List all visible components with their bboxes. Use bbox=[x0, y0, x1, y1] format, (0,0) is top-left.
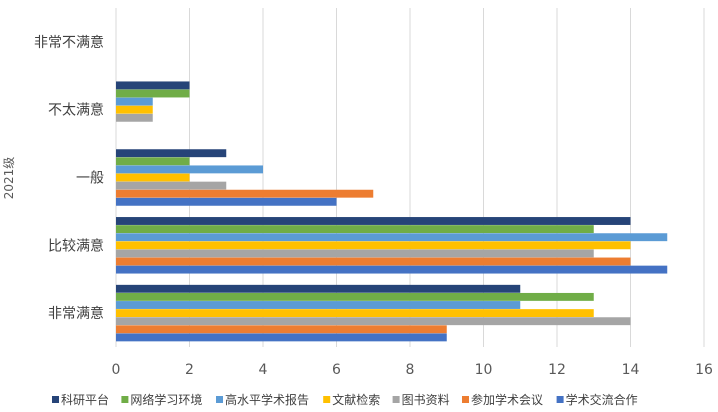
bar bbox=[116, 241, 631, 250]
x-tick-label: 12 bbox=[548, 362, 566, 378]
x-tick-label: 6 bbox=[332, 362, 341, 378]
bar bbox=[116, 309, 594, 318]
x-tick-label: 14 bbox=[622, 362, 640, 378]
category-labels: 非常满意 比较满意 一般 不太满意 非常不满意 bbox=[34, 34, 104, 322]
bar bbox=[116, 217, 631, 225]
bar bbox=[116, 249, 594, 258]
bar bbox=[116, 225, 594, 234]
bar bbox=[116, 105, 153, 114]
x-tick-label: 4 bbox=[259, 362, 268, 378]
bar bbox=[116, 317, 631, 326]
category-label: 非常不满意 bbox=[34, 34, 104, 51]
bar bbox=[116, 165, 263, 174]
legend-swatch bbox=[392, 396, 400, 403]
legend-label: 科研平台 bbox=[61, 392, 109, 407]
legend-label: 文献检索 bbox=[332, 392, 380, 407]
bar bbox=[116, 97, 153, 106]
x-tick-label: 0 bbox=[112, 362, 121, 378]
bar bbox=[116, 113, 153, 122]
x-tick-label: 10 bbox=[475, 362, 493, 378]
legend-swatch bbox=[52, 396, 59, 403]
bar bbox=[116, 265, 668, 274]
bar bbox=[116, 157, 190, 166]
legend: 科研平台 网络学习环境 高水平学术报告 文献检索 图书资料 参加学术会议 学术交流合作 bbox=[52, 392, 638, 407]
category-label: 不太满意 bbox=[48, 102, 104, 119]
legend-swatch bbox=[216, 396, 223, 403]
category-label: 一般 bbox=[76, 171, 104, 187]
y-axis-label: 2021级 bbox=[2, 157, 16, 200]
legend-label: 网络学习环境 bbox=[130, 392, 202, 407]
legend-swatch bbox=[462, 396, 469, 403]
category-label: 比较满意 bbox=[48, 237, 104, 254]
x-tick-label: 16 bbox=[695, 362, 713, 378]
bar bbox=[116, 89, 190, 98]
bar bbox=[116, 325, 447, 334]
gridlines bbox=[115, 8, 705, 347]
x-tick-label: 8 bbox=[406, 362, 415, 378]
bar bbox=[116, 173, 190, 182]
legend-label: 学术交流合作 bbox=[566, 392, 638, 407]
category-label: 非常满意 bbox=[48, 305, 104, 322]
bar bbox=[116, 333, 447, 342]
legend-label: 图书资料 bbox=[402, 393, 450, 407]
bar bbox=[116, 301, 521, 309]
bar bbox=[116, 189, 374, 198]
bar bbox=[116, 197, 337, 206]
bar bbox=[116, 257, 631, 266]
legend-swatch bbox=[121, 396, 129, 403]
bar bbox=[116, 292, 594, 301]
bar bbox=[116, 81, 190, 90]
legend-label: 参加学术会议 bbox=[471, 392, 543, 407]
legend-swatch bbox=[556, 396, 564, 403]
x-tick-labels: 0 2 4 6 8 10 12 14 16 bbox=[112, 362, 713, 378]
bar bbox=[116, 181, 227, 190]
bars-group bbox=[116, 81, 668, 342]
bar bbox=[116, 149, 227, 158]
bar bbox=[116, 233, 668, 242]
bar bbox=[116, 284, 521, 293]
legend-swatch bbox=[323, 396, 331, 403]
legend-label: 高水平学术报告 bbox=[225, 392, 309, 407]
x-tick-label: 2 bbox=[185, 362, 194, 378]
